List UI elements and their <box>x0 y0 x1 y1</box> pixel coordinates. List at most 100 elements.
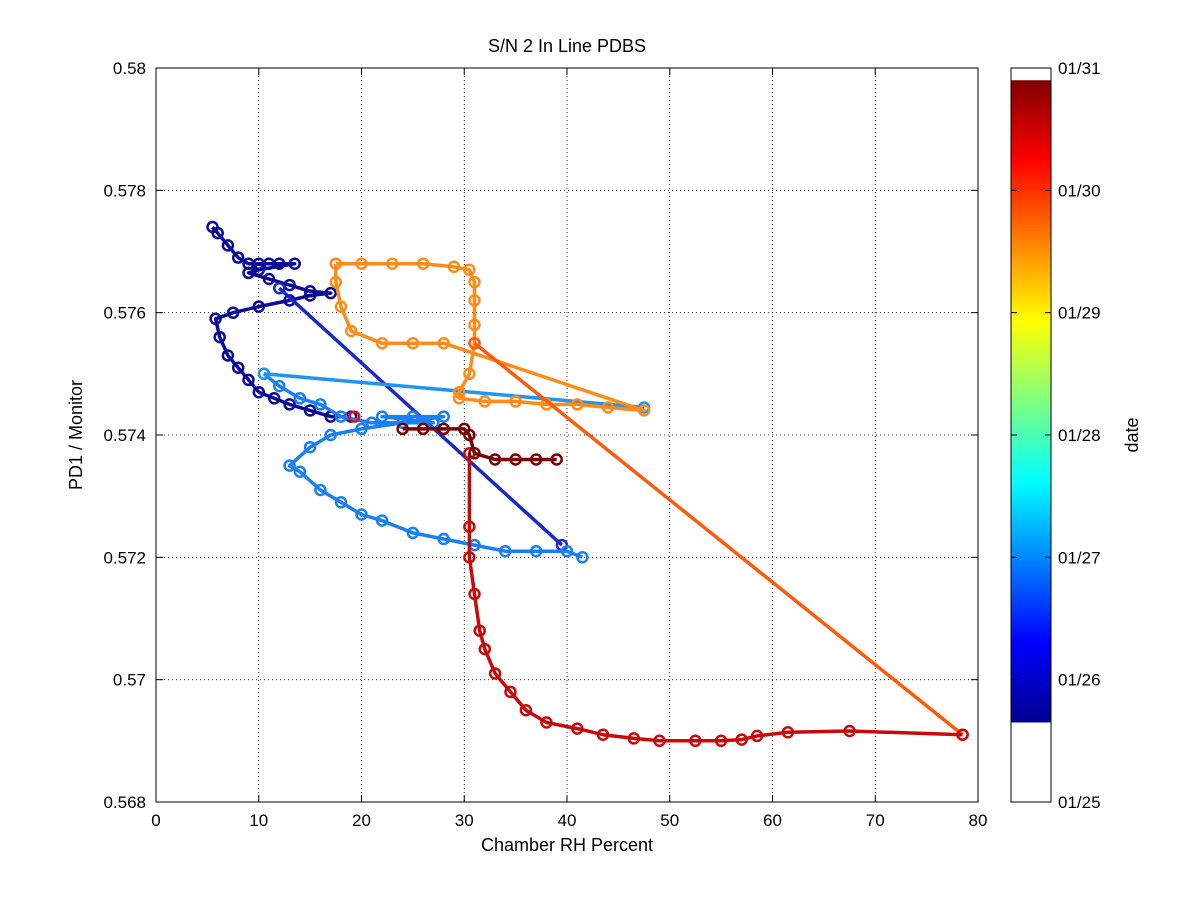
data-point <box>344 324 358 338</box>
data-point <box>348 410 361 423</box>
data-point <box>735 733 748 746</box>
y-tick-label: 0.57 <box>113 671 146 690</box>
data-point <box>452 385 466 399</box>
data-point <box>473 624 486 637</box>
data-point <box>267 392 281 405</box>
data-point <box>478 642 492 656</box>
data-point <box>560 544 574 558</box>
data-point <box>209 312 222 326</box>
data-point <box>689 734 702 748</box>
series-6 <box>463 447 969 748</box>
data-point <box>262 272 276 286</box>
data-point <box>509 395 522 408</box>
x-tick-label: 50 <box>660 811 679 830</box>
data-point <box>355 422 368 436</box>
data-point <box>334 496 348 509</box>
data-point <box>437 336 450 350</box>
data-point <box>242 266 255 280</box>
colorbar-gradient <box>1011 80 1051 723</box>
data-point <box>355 257 368 270</box>
data-point <box>781 726 795 739</box>
x-axis-ticks: 0 10 20 30 40 50 60 70 80 <box>151 68 987 830</box>
data-point <box>303 404 317 417</box>
x-axis-label: Chamber RH Percent <box>481 835 653 855</box>
data-point <box>273 379 286 393</box>
data-point <box>750 729 764 743</box>
data-point <box>452 392 466 405</box>
data-point <box>355 508 368 521</box>
data-point <box>375 514 389 527</box>
data-point <box>653 734 666 748</box>
data-point <box>293 465 307 478</box>
data-point <box>550 453 563 466</box>
data-point <box>488 667 502 680</box>
data-point <box>627 732 641 745</box>
data-point <box>221 239 235 252</box>
data-point <box>540 716 553 729</box>
data-point <box>231 251 245 264</box>
colorbar-tick-label: 01/31 <box>1058 59 1101 78</box>
data-point <box>571 722 584 735</box>
y-tick-label: 0.576 <box>103 304 146 323</box>
data-point <box>303 285 317 298</box>
data-point <box>714 734 728 748</box>
colorbar-tick-label: 01/30 <box>1058 181 1101 200</box>
colorbar-tick-label: 01/25 <box>1058 793 1101 812</box>
series-line <box>211 225 352 419</box>
data-point <box>529 453 543 466</box>
series-7 <box>396 422 563 466</box>
data-point <box>463 428 476 442</box>
data-point <box>504 685 517 699</box>
x-tick-label: 20 <box>352 811 371 830</box>
x-tick-label: 30 <box>455 811 474 830</box>
data-point <box>283 459 296 472</box>
colorbar-label: date <box>1122 417 1142 452</box>
data-point <box>231 361 245 374</box>
data-point <box>463 551 476 564</box>
plot-area: 0 10 20 30 40 50 60 70 80 0.5680.570.5720.5740.5… <box>103 59 987 830</box>
data-point <box>273 257 286 270</box>
data-point <box>288 257 301 270</box>
data-point <box>468 275 481 289</box>
y-tick-label: 0.568 <box>103 793 146 812</box>
data-point <box>329 275 343 289</box>
y-tick-label: 0.578 <box>103 181 146 200</box>
data-point <box>365 416 379 430</box>
data-point <box>478 395 492 408</box>
x-tick-label: 40 <box>558 811 577 830</box>
data-point <box>468 447 481 460</box>
data-point <box>314 398 327 411</box>
data-point <box>468 318 481 332</box>
data-point <box>257 367 271 381</box>
data-point <box>324 428 337 442</box>
colorbar-tick-label: 01/27 <box>1058 548 1101 567</box>
data-point <box>303 440 317 454</box>
data-point <box>252 300 266 313</box>
chart-title: S/N 2 In Line PDBS <box>488 36 646 56</box>
data-point <box>463 263 476 277</box>
data-point <box>273 281 286 295</box>
data-point <box>211 226 224 240</box>
data-point <box>213 330 226 344</box>
data-point <box>375 410 389 423</box>
data-point <box>283 398 296 411</box>
data-point <box>334 300 348 313</box>
series-0 <box>206 220 358 423</box>
y-axis-ticks: 0.568 0.57 0.572 0.574 0.576 0.578 0.58 <box>103 59 978 812</box>
data-point <box>303 289 317 302</box>
data-point <box>242 373 255 387</box>
data-point <box>293 392 307 405</box>
data-point <box>571 398 584 411</box>
x-tick-label: 70 <box>866 811 885 830</box>
data-point <box>386 257 399 270</box>
data-point <box>956 728 969 741</box>
data-point <box>463 367 476 381</box>
data-point <box>416 422 430 436</box>
x-tick-label: 80 <box>969 811 988 830</box>
y-axis-label: PD1 / Monitor <box>66 380 86 490</box>
series-line <box>262 372 584 559</box>
colorbar-tick-label: 01/28 <box>1058 426 1101 445</box>
data-point <box>324 286 337 300</box>
data-point <box>226 306 240 319</box>
